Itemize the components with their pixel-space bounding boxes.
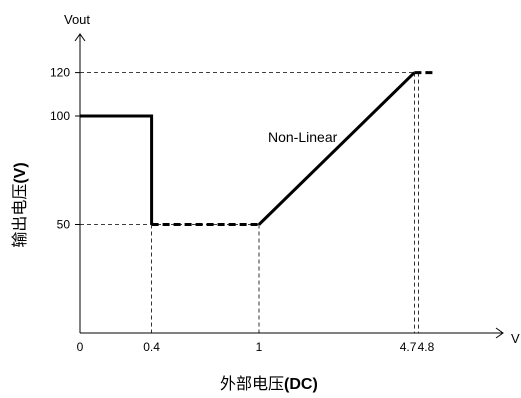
series-line <box>80 71 436 226</box>
x-axis-name: V <box>511 331 520 346</box>
y-axis-title: 输出电压(V) <box>10 162 29 247</box>
x-axis-title: 外部电压(DC) <box>220 374 318 393</box>
x-axis-arrow <box>495 327 504 339</box>
series-segment-solid <box>257 71 416 226</box>
axes: Vout V <box>64 12 520 346</box>
x-axis-title-prefix: 外部电压 <box>220 374 284 393</box>
x-tick-label: 0 <box>77 340 84 354</box>
x-tick-label: 4.8 <box>418 340 435 354</box>
x-tick-label: 4.7 <box>400 340 417 354</box>
x-tick-label: 1 <box>256 340 263 354</box>
y-tick-label: 120 <box>50 66 70 80</box>
y-tick-label: 100 <box>50 109 70 123</box>
y-axis-title-unit: (V) <box>12 162 29 183</box>
guide-lines <box>80 72 420 333</box>
x-axis-title-unit: (DC) <box>284 376 318 393</box>
y-axis-name: Vout <box>64 12 90 27</box>
x-tick-label: 0.4 <box>143 340 160 354</box>
y-axis-arrow <box>74 33 86 42</box>
tick-labels: 50 100 120 0 0.4 1 4.7 4.8 <box>50 66 435 354</box>
y-tick-label: 50 <box>57 218 71 232</box>
annotation-non-linear: Non-Linear <box>268 129 338 145</box>
series-segment-solid <box>80 114 154 225</box>
y-axis-title-prefix: 输出电压 <box>10 184 29 248</box>
